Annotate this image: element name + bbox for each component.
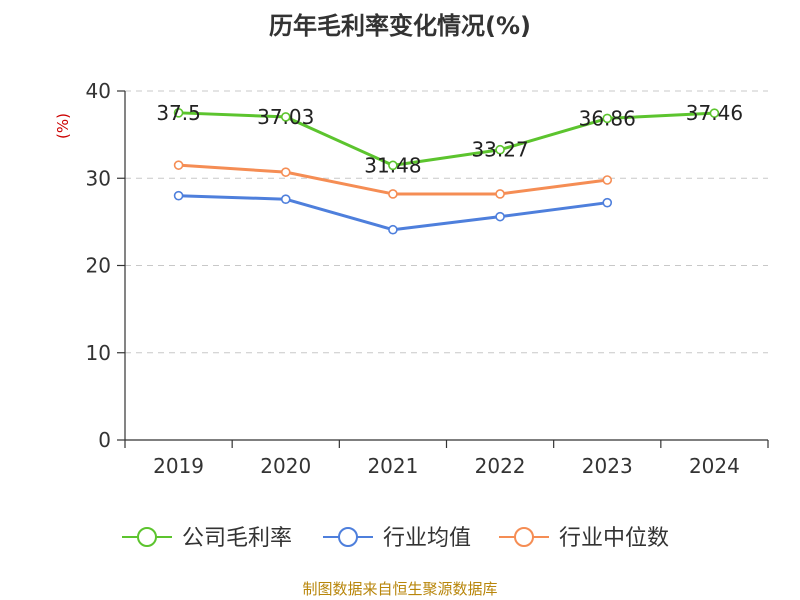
data-point bbox=[602, 113, 613, 124]
y-tick-label: 10 bbox=[86, 341, 111, 365]
x-tick-label: 2024 bbox=[689, 454, 740, 478]
x-tick-label: 2021 bbox=[367, 454, 418, 478]
y-axis-label: (%) bbox=[54, 113, 72, 139]
source-note: 制图数据来自恒生聚源数据库 bbox=[302, 580, 498, 598]
y-tick-label: 20 bbox=[86, 254, 111, 278]
y-tick-label: 0 bbox=[98, 428, 111, 452]
data-point bbox=[388, 224, 398, 235]
x-tick-label: 2020 bbox=[260, 454, 311, 478]
data-point bbox=[388, 160, 398, 171]
data-label: 37.5 bbox=[156, 101, 201, 125]
data-point bbox=[709, 108, 720, 118]
data-label: 36.86 bbox=[579, 106, 636, 130]
data-label: 33.27 bbox=[471, 138, 528, 162]
data-label: 37.46 bbox=[686, 101, 743, 125]
x-tick-label: 2019 bbox=[153, 454, 204, 478]
data-point bbox=[602, 197, 613, 208]
y-tick-label: 30 bbox=[86, 166, 111, 190]
data-point bbox=[602, 175, 613, 185]
legend-label: 公司毛利率 bbox=[182, 526, 292, 551]
data-point bbox=[280, 167, 291, 177]
chart-title: 历年毛利率变化情况(%) bbox=[269, 12, 531, 40]
series-line bbox=[178, 194, 608, 232]
data-point bbox=[495, 144, 505, 155]
x-tick-label: 2023 bbox=[582, 454, 633, 478]
legend-label: 行业中位数 bbox=[559, 526, 669, 551]
data-point bbox=[495, 211, 505, 222]
legend-swatch-marker bbox=[514, 527, 534, 547]
legend-swatch-marker bbox=[338, 527, 358, 547]
legend-label: 行业均值 bbox=[383, 526, 471, 551]
series-line bbox=[178, 111, 715, 167]
data-point bbox=[495, 189, 505, 199]
data-point bbox=[173, 108, 184, 118]
data-label: 31.48 bbox=[364, 153, 421, 177]
x-tick-label: 2022 bbox=[475, 454, 526, 478]
data-point bbox=[280, 194, 291, 204]
data-label: 37.03 bbox=[257, 105, 314, 129]
y-tick-label: 40 bbox=[86, 79, 111, 103]
data-point bbox=[388, 189, 398, 199]
data-point bbox=[173, 190, 184, 201]
legend-swatch-marker bbox=[137, 527, 157, 547]
data-point bbox=[280, 112, 291, 122]
data-point bbox=[173, 160, 184, 170]
